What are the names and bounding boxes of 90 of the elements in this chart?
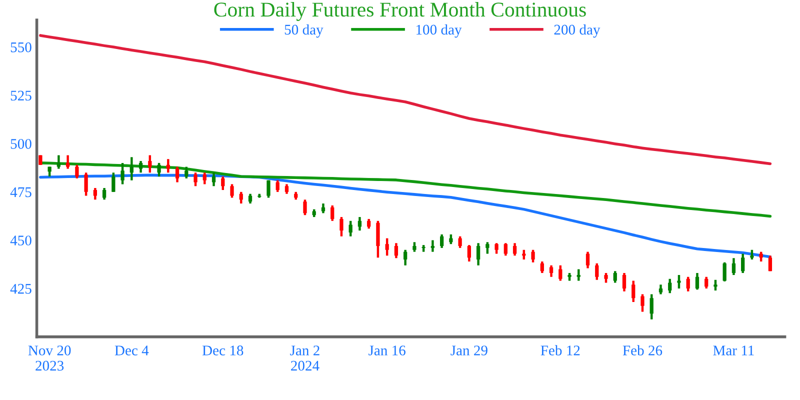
- candlestick: [130, 156, 134, 182]
- candlestick: [695, 272, 700, 291]
- candlestick: [759, 250, 763, 263]
- candlestick: [632, 280, 636, 304]
- candlestick: [494, 242, 498, 255]
- candlestick: [668, 278, 672, 294]
- candlestick: [440, 233, 444, 250]
- x-tick-label: Feb 26: [622, 345, 662, 356]
- candlestick: [367, 218, 371, 230]
- candlestick: [486, 241, 490, 255]
- candlestick: [404, 248, 408, 266]
- y-tick-label: 450: [10, 236, 32, 246]
- candlestick: [385, 237, 389, 257]
- candlestick: [102, 186, 106, 201]
- y-tick-label: 475: [10, 187, 32, 198]
- candlestick: [358, 216, 362, 232]
- candlestick: [303, 198, 307, 216]
- candlestick: [230, 183, 234, 199]
- candlestick: [239, 190, 243, 205]
- candlestick: [476, 242, 480, 266]
- candlestick: [595, 262, 599, 281]
- candlestick: [394, 242, 398, 260]
- candlestick: [622, 272, 626, 293]
- candlestick: [549, 264, 554, 278]
- candlestick: [768, 254, 772, 272]
- legend-label: 100 day: [416, 24, 462, 38]
- candlestick: [458, 235, 462, 250]
- candlestick: [330, 204, 334, 222]
- candlestick: [276, 179, 280, 194]
- x-tick-label: Dec 4: [114, 346, 149, 356]
- candlestick: [658, 284, 663, 296]
- candlestick: [714, 278, 718, 292]
- y-tick-label: 550: [10, 42, 32, 52]
- candlestick: [184, 166, 188, 180]
- candlestick: [120, 162, 124, 186]
- candlestick: [640, 293, 644, 313]
- x-tick-label: Dec 18: [202, 346, 244, 356]
- candlestick: [449, 233, 453, 246]
- candlestick: [138, 160, 143, 174]
- x-tick-label: Jan 16: [368, 346, 406, 356]
- candlestick: [531, 248, 535, 264]
- candlestick: [512, 242, 517, 257]
- candlestick: [704, 276, 708, 290]
- candlestick: [93, 186, 98, 201]
- legend-label: 50 day: [284, 24, 324, 38]
- y-tick-label: 425: [10, 284, 32, 294]
- candlestick: [540, 260, 544, 274]
- candlestick: [194, 171, 198, 188]
- candlestick: [504, 242, 508, 257]
- candlestick: [686, 276, 690, 293]
- candlestick: [348, 220, 352, 238]
- candlestick: [430, 239, 435, 253]
- candlestick: [284, 183, 289, 195]
- x-tick-label: Jan 29: [450, 346, 488, 356]
- chart-title: Corn Daily Futures Front Month Continuous: [214, 2, 586, 21]
- x-tick-label: Mar 11: [713, 346, 754, 356]
- x-tick-label: Jan 2 2024: [290, 346, 320, 371]
- x-tick-label: Feb 12: [540, 345, 580, 356]
- candlestick: [412, 241, 416, 253]
- candlestick: [221, 175, 225, 192]
- y-tick-label: 500: [10, 138, 32, 149]
- candlestick: [732, 257, 736, 276]
- candlestick: [175, 166, 180, 184]
- candlestick: [212, 171, 216, 188]
- candlestick: [148, 154, 152, 174]
- candlestick: [340, 216, 344, 238]
- candlestick: [558, 264, 562, 282]
- candlestick: [157, 162, 161, 178]
- candlestick: [248, 192, 252, 205]
- candlestick: [75, 164, 79, 180]
- x-tick-label: Nov 20 2023: [28, 346, 71, 371]
- candlestick: [604, 272, 608, 284]
- y-tick-label: 525: [10, 90, 32, 101]
- candlestick: [576, 268, 580, 282]
- legend-label: 200 day: [554, 24, 600, 38]
- candlestick: [202, 171, 206, 186]
- candlestick: [66, 154, 70, 170]
- candlestick: [56, 154, 61, 170]
- candlestick: [84, 171, 88, 197]
- candlestick: [750, 248, 754, 261]
- candlestick: [376, 220, 380, 259]
- candlestick: [741, 252, 745, 274]
- candlestick: [586, 250, 590, 270]
- candlestick: [112, 171, 116, 194]
- candlestick: [522, 248, 526, 261]
- candlestick: [467, 244, 472, 263]
- candlestick: [613, 270, 617, 284]
- candlestick: [722, 261, 726, 282]
- candlestick: [650, 293, 654, 321]
- candlestick: [266, 179, 270, 199]
